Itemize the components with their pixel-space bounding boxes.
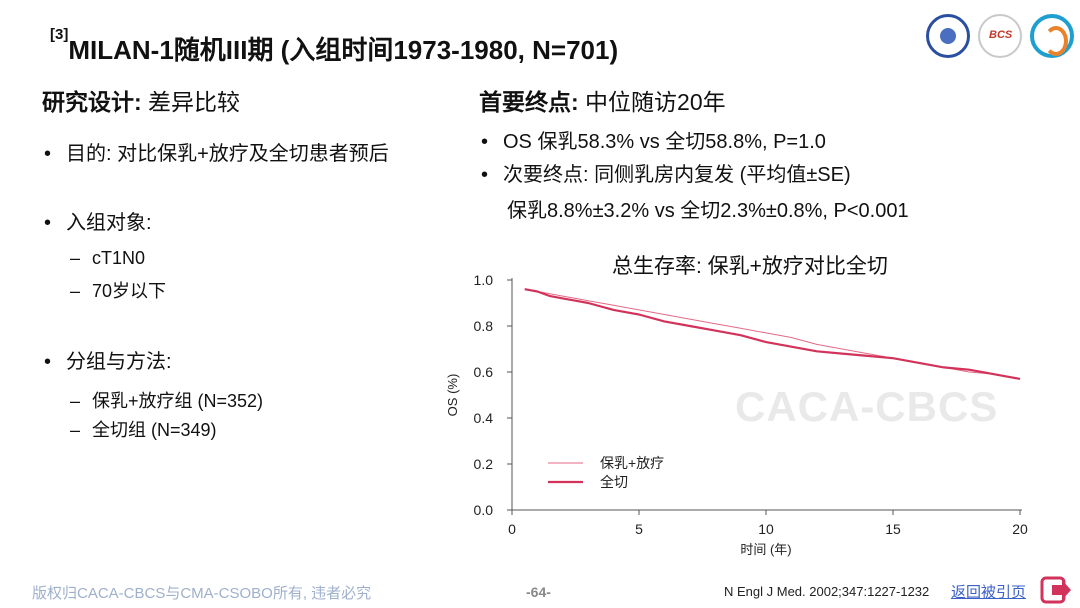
chart-curves — [524, 288, 1021, 380]
y-tick-label: 0.4 — [474, 410, 494, 426]
x-tick-label: 5 — [635, 521, 643, 537]
bcs-logo: BCS — [978, 14, 1022, 58]
sub-dash: – — [70, 248, 81, 268]
chart-axes: 0.0 0.2 0.4 0.6 0.8 1.0 0 5 10 15 20 时间 (年) OS (%) — [445, 272, 1028, 557]
bullet-dot: • — [44, 143, 52, 165]
bullet-dot: • — [44, 351, 52, 373]
legend-label: 全切 — [600, 474, 628, 490]
y-tick-label: 1.0 — [474, 272, 494, 288]
bullet-subjects-text: 入组对象: — [66, 212, 152, 234]
sub-item-text: 全切组 (N=349) — [92, 420, 217, 440]
bullet-dot: • — [481, 131, 489, 153]
sub-item-bcs-group: – 保乳+放疗组 (N=352) — [70, 387, 263, 413]
watermark: CACA-CBCS — [735, 383, 999, 430]
y-tick-label: 0.2 — [474, 456, 494, 472]
csobo-logo — [1030, 14, 1074, 58]
bullet-secondary: • 次要终点: 同侧乳房内复发 (平均值±SE) — [481, 158, 851, 187]
secondary-result-line: 保乳8.8%±3.2% vs 全切2.3%±0.8%, P<0.001 — [507, 200, 909, 222]
y-tick-label: 0.6 — [474, 364, 494, 380]
y-tick-label: 0.8 — [474, 318, 494, 334]
logo-group: BCS — [926, 14, 1074, 58]
sub-dash: – — [70, 391, 81, 411]
y-tick-label: 0.0 — [474, 502, 494, 518]
legend-label: 保乳+放疗 — [600, 455, 664, 471]
bullet-os-result: • OS 保乳58.3% vs 全切58.8%, P=1.0 — [481, 125, 826, 154]
chart-title: 总生存率: 保乳+放疗对比全切 — [612, 255, 888, 278]
copyright-notice: 版权归CACA-CBCS与CMA-CSOBO所有, 违者必究 — [32, 585, 372, 602]
x-tick-label: 10 — [758, 521, 774, 537]
bullet-secondary-text: 次要终点: 同侧乳房内复发 (平均值±SE) — [503, 164, 851, 186]
sub-dash: – — [70, 420, 81, 440]
sub-item-text: 保乳+放疗组 (N=352) — [92, 391, 264, 411]
bullet-purpose-text: 目的: 对比保乳+放疗及全切患者预后 — [66, 143, 389, 165]
bullet-purpose: • 目的: 对比保乳+放疗及全切患者预后 — [44, 137, 389, 166]
bullet-grouping: • 分组与方法: — [44, 345, 172, 374]
x-axis-label: 时间 (年) — [740, 542, 791, 557]
page-number: -64- — [526, 584, 551, 600]
right-heading-rest: 中位随访20年 — [578, 89, 726, 115]
exit-arrow-icon[interactable] — [1040, 576, 1072, 604]
bullet-subjects: • 入组对象: — [44, 206, 152, 235]
bullet-os-text: OS 保乳58.3% vs 全切58.8%, P=1.0 — [503, 131, 826, 153]
left-heading: 研究设计: 差异比较 — [42, 83, 240, 117]
series-line-2 — [524, 288, 1021, 380]
x-tick-label: 0 — [508, 521, 516, 537]
right-heading: 首要终点: 中位随访20年 — [479, 83, 726, 117]
title-reference: [3] — [50, 26, 69, 43]
sub-item-age: –70岁以下 — [70, 277, 166, 303]
sub-item-ct1n0: – cT1N0 — [70, 248, 145, 269]
x-tick-label: 20 — [1012, 521, 1028, 537]
x-tick-label: 15 — [885, 521, 901, 537]
citation: N Engl J Med. 2002;347:1227-1232 — [724, 584, 930, 599]
sub-item-text: 70岁以下 — [92, 281, 167, 301]
left-heading-rest: 差异比较 — [141, 89, 241, 115]
series-line-1 — [524, 288, 1021, 380]
left-heading-bold: 研究设计: — [42, 89, 142, 115]
bcs-logo-text: BCS — [989, 29, 1013, 41]
bullet-dot: • — [481, 164, 489, 186]
sub-dash: – — [70, 281, 81, 301]
bullet-grouping-text: 分组与方法: — [66, 351, 172, 373]
right-heading-bold: 首要终点: — [479, 89, 579, 115]
association-seal-logo — [926, 14, 970, 58]
back-to-referencing-page-link[interactable]: 返回被引页 — [951, 584, 1027, 601]
sub-item-mastectomy-group: – 全切组 (N=349) — [70, 416, 217, 442]
page-title: [3]MILAN-1随机III期 (入组时间1973-1980, N=701) — [50, 26, 619, 67]
sub-item-text: cT1N0 — [92, 248, 146, 268]
y-axis-label: OS (%) — [445, 374, 460, 417]
title-text: MILAN-1随机III期 (入组时间1973-1980, N=701) — [68, 35, 619, 65]
bullet-dot: • — [44, 212, 52, 234]
